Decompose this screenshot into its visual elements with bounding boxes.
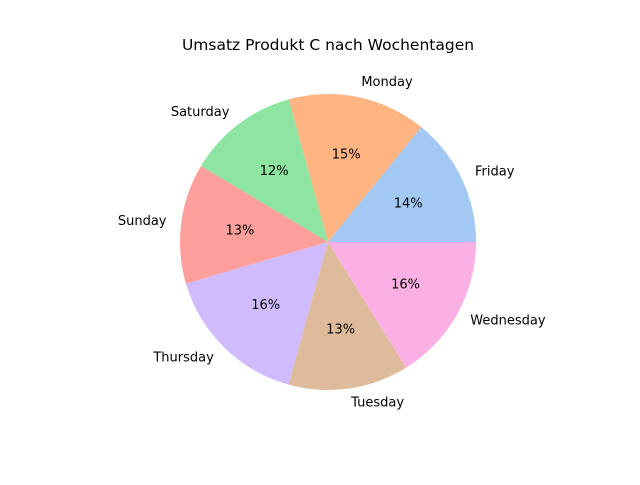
chart-title: Umsatz Produkt C nach Wochentagen — [182, 36, 474, 54]
slice-label-friday: Friday — [475, 165, 515, 180]
slice-label-saturday: Saturday — [171, 105, 230, 120]
percent-label-sunday: 13% — [225, 223, 254, 238]
percent-label-thursday: 16% — [251, 298, 280, 313]
pie-slice-monday — [288, 94, 422, 243]
percent-label-saturday: 12% — [260, 164, 289, 179]
pie-slice-sunday — [179, 165, 328, 284]
pie-slice-tuesday — [288, 242, 407, 390]
slice-label-tuesday: Tuesday — [350, 396, 404, 411]
slice-label-wednesday: Wednesday — [470, 314, 546, 329]
pie-slice-thursday — [185, 242, 328, 385]
slice-label-thursday: Thursday — [152, 351, 214, 366]
percent-label-friday: 14% — [394, 196, 423, 211]
pie-slice-wednesday — [328, 242, 476, 368]
slice-label-monday: Monday — [361, 75, 413, 90]
slice-label-sunday: Sunday — [118, 214, 167, 229]
percent-label-monday: 15% — [332, 148, 361, 163]
pie-slice-friday — [328, 127, 476, 242]
percent-label-tuesday: 13% — [326, 322, 355, 337]
pie-slice-saturday — [201, 99, 328, 242]
percent-label-wednesday: 16% — [391, 278, 420, 293]
